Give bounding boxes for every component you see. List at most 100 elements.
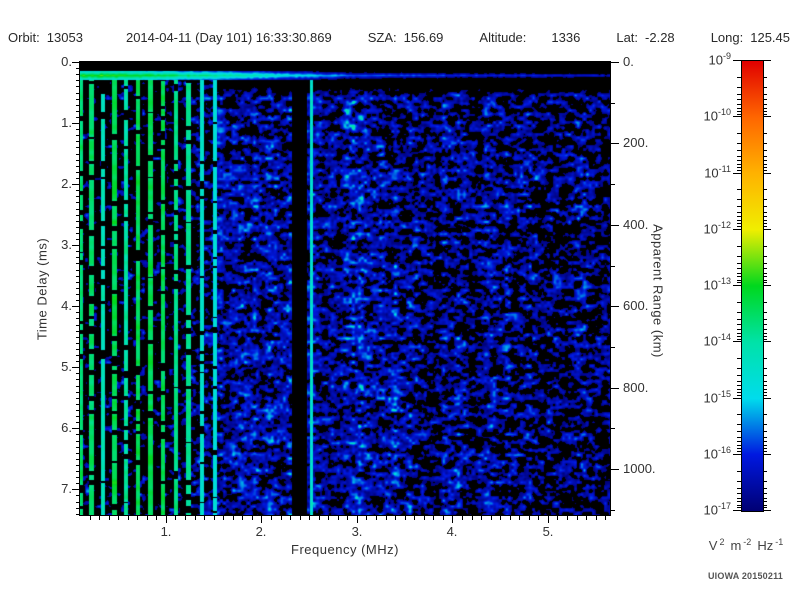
y-axis-minor-tick bbox=[76, 190, 80, 191]
colorbar-tick-label: 10-14 bbox=[703, 332, 731, 349]
colorbar-minor-tick bbox=[763, 329, 767, 330]
range-axis-minor-tick bbox=[611, 428, 615, 429]
y-axis-minor-tick bbox=[76, 251, 80, 252]
credit-text: UIOWA 20150211 bbox=[707, 571, 783, 581]
colorbar-minor-tick bbox=[737, 358, 741, 359]
colorbar-minor-tick bbox=[763, 368, 767, 369]
x-axis-tick-label: 5. bbox=[542, 524, 554, 539]
x-axis-minor-tick bbox=[300, 516, 301, 520]
x-axis-minor-tick bbox=[175, 516, 176, 520]
colorbar-minor-tick bbox=[763, 385, 767, 386]
colorbar-minor-tick bbox=[737, 424, 741, 425]
y-axis-minor-tick bbox=[76, 263, 80, 264]
y-axis-minor-tick bbox=[76, 68, 80, 69]
colorbar-minor-tick bbox=[737, 156, 741, 157]
x-axis-minor-tick bbox=[118, 516, 119, 520]
x-axis-minor-tick bbox=[290, 516, 291, 520]
y-axis-minor-tick bbox=[76, 453, 80, 454]
colorbar-minor-tick bbox=[763, 199, 767, 200]
colorbar-minor-tick bbox=[737, 336, 741, 337]
colorbar-minor-tick bbox=[737, 437, 741, 438]
x-axis-minor-tick bbox=[281, 516, 282, 520]
colorbar-minor-tick bbox=[737, 276, 741, 277]
colorbar-minor-tick bbox=[737, 263, 741, 264]
colorbar-minor-tick bbox=[737, 111, 741, 112]
colorbar-minor-tick bbox=[763, 498, 767, 499]
colorbar-minor-tick bbox=[763, 189, 767, 190]
colorbar-minor-tick bbox=[737, 280, 741, 281]
x-axis-minor-tick bbox=[109, 516, 110, 520]
colorbar-minor-tick bbox=[763, 268, 767, 269]
x-axis-minor-tick bbox=[233, 516, 234, 520]
y-axis-minor-tick bbox=[76, 404, 80, 405]
y-axis-minor-tick bbox=[76, 434, 80, 435]
x-axis-minor-tick bbox=[395, 516, 396, 520]
colorbar-minor-tick bbox=[763, 375, 767, 376]
range-axis-minor-tick bbox=[611, 184, 615, 185]
y-axis-minor-tick bbox=[76, 410, 80, 411]
colorbar-minor-tick bbox=[737, 324, 741, 325]
colorbar-minor-tick bbox=[737, 108, 741, 109]
colorbar-minor-tick bbox=[737, 381, 741, 382]
range-axis-tick-label: 200. bbox=[623, 135, 649, 150]
colorbar-minor-tick bbox=[763, 395, 767, 396]
colorbar-minor-tick bbox=[763, 156, 767, 157]
colorbar-minor-tick bbox=[737, 114, 741, 115]
y-axis-minor-tick bbox=[76, 495, 80, 496]
colorbar-minor-tick bbox=[737, 170, 741, 171]
colorbar-minor-tick bbox=[763, 414, 767, 415]
colorbar-minor-tick bbox=[737, 246, 741, 247]
colorbar-minor-tick bbox=[763, 339, 767, 340]
colorbar-minor-tick bbox=[737, 167, 741, 168]
y-axis-minor-tick bbox=[76, 416, 80, 417]
colorbar-minor-tick bbox=[737, 273, 741, 274]
x-axis-minor-tick bbox=[195, 516, 196, 520]
colorbar-minor-tick bbox=[763, 389, 767, 390]
y-axis-major-tick bbox=[72, 306, 80, 307]
x-axis-title: Frequency (MHz) bbox=[291, 542, 399, 557]
colorbar-minor-tick bbox=[737, 220, 741, 221]
colorbar-minor-tick bbox=[763, 99, 767, 100]
y-axis-minor-tick bbox=[76, 233, 80, 234]
y-axis-tick-label: 1. bbox=[61, 115, 72, 130]
colorbar-minor-tick bbox=[763, 451, 767, 452]
colorbar-minor-tick bbox=[763, 437, 767, 438]
y-axis-minor-tick bbox=[76, 147, 80, 148]
colorbar-tick-label: 10-13 bbox=[703, 276, 731, 293]
colorbar-minor-tick bbox=[763, 445, 767, 446]
colorbar-minor-tick bbox=[737, 505, 741, 506]
colorbar-major-tick bbox=[763, 454, 771, 455]
colorbar-minor-tick bbox=[737, 481, 741, 482]
colorbar-minor-tick bbox=[763, 150, 767, 151]
range-axis-tick-label: 800. bbox=[623, 380, 649, 395]
colorbar-tick-label: 10-12 bbox=[703, 220, 731, 237]
x-axis-minor-tick bbox=[271, 516, 272, 520]
colorbar-major-tick bbox=[763, 510, 771, 511]
colorbar-minor-tick bbox=[737, 329, 741, 330]
y-axis-tick-label: 7. bbox=[61, 481, 72, 496]
colorbar-unit-part: m -2 bbox=[730, 537, 752, 554]
x-axis-minor-tick bbox=[366, 516, 367, 520]
x-axis-minor-tick bbox=[128, 516, 129, 520]
y-axis-major-tick bbox=[72, 184, 80, 185]
range-axis-tick-label: 400. bbox=[623, 217, 649, 232]
y-axis-minor-tick bbox=[76, 337, 80, 338]
colorbar-minor-tick bbox=[763, 273, 767, 274]
colorbar-major-tick bbox=[763, 173, 771, 174]
y-axis-major-tick bbox=[72, 245, 80, 246]
colorbar-tick-label: 10-10 bbox=[703, 107, 731, 124]
x-axis-minor-tick bbox=[443, 516, 444, 520]
y-axis-minor-tick bbox=[76, 276, 80, 277]
colorbar-minor-tick bbox=[763, 223, 767, 224]
y-axis-minor-tick bbox=[76, 447, 80, 448]
y-axis-minor-tick bbox=[76, 105, 80, 106]
x-axis-minor-tick bbox=[462, 516, 463, 520]
y-axis-minor-tick bbox=[76, 331, 80, 332]
colorbar-minor-tick bbox=[737, 77, 741, 78]
colorbar-units: V 2 m -2 Hz -1 bbox=[660, 537, 800, 553]
colorbar-minor-tick bbox=[763, 164, 767, 165]
y-axis-major-tick bbox=[72, 367, 80, 368]
y-axis-minor-tick bbox=[76, 239, 80, 240]
y-axis-minor-tick bbox=[76, 392, 80, 393]
